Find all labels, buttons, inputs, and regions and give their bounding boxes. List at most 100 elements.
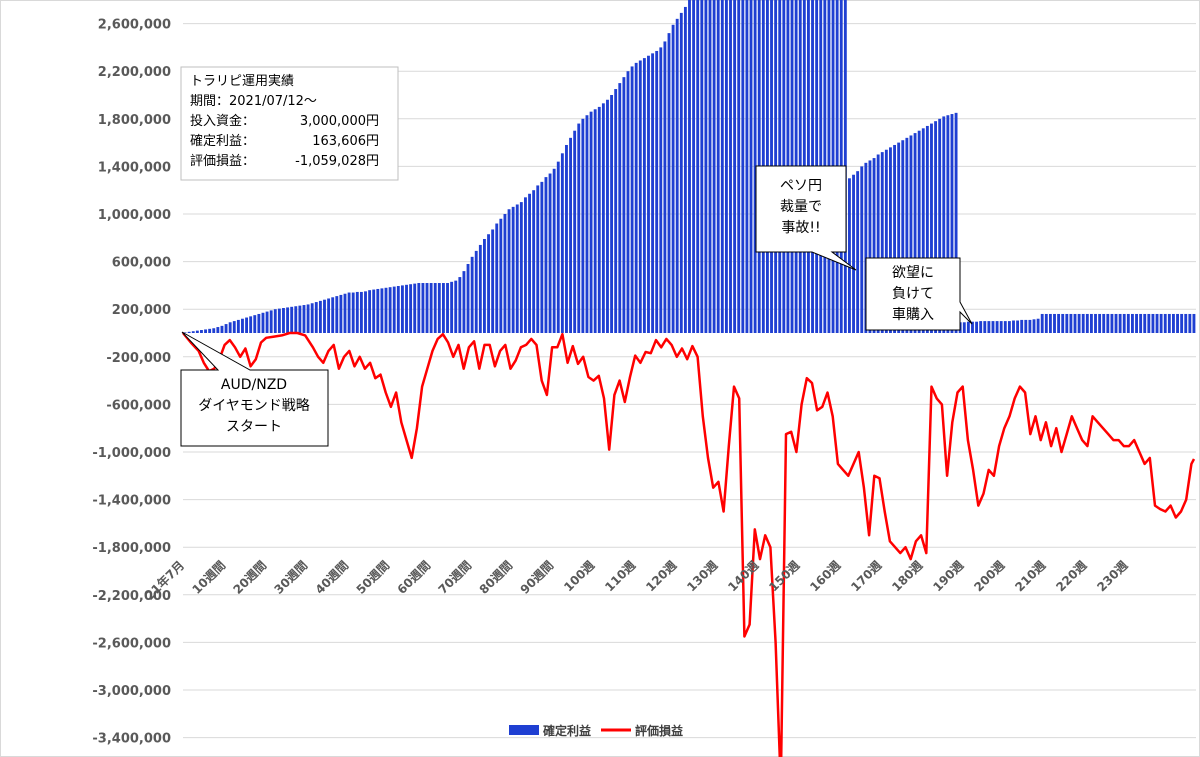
bar [991,321,995,333]
bar [585,115,589,333]
bar [331,297,335,333]
bar [560,153,564,333]
bar [1188,313,1192,333]
bar [630,66,634,333]
bar [384,287,388,333]
bar [532,190,536,333]
bar [314,302,318,333]
legend-bar-label: 確定利益 [543,723,591,738]
info-box-title: トラリピ運用実績 [190,73,294,89]
bar [507,209,511,333]
bar [1040,313,1044,333]
bar [1102,313,1106,333]
bar [253,315,257,333]
bar [1020,319,1024,333]
bar [962,322,966,333]
callout-car-shape [865,257,973,331]
x-axis-tick-labels: 21年7月 10週間 20週間 30週間 40週間 50週間 60週間 70週間 80週間 90週… [142,558,1131,603]
bar [1016,320,1020,333]
line-series [182,331,1196,757]
bar [1151,313,1155,333]
bar [921,128,925,333]
bar [359,291,363,333]
bar [954,112,958,333]
bar [1081,313,1085,333]
bar [659,47,663,334]
bar [880,152,884,333]
bar [421,283,425,333]
bar [708,0,712,333]
bar [1143,313,1147,333]
bar [380,288,384,334]
bar [310,303,314,333]
bar [860,166,864,333]
bar [441,283,445,333]
bar [277,308,281,333]
bar [232,321,236,333]
bar [1089,313,1093,333]
bar [1053,313,1056,333]
bar [647,55,650,333]
bar [204,329,207,333]
bar [634,62,638,334]
y-tick-label: -2,200,000 [92,589,171,604]
bar [396,286,400,333]
callout-start-line2: ダイヤモンド戦略 [198,398,310,414]
bar [351,292,355,333]
bar [864,162,868,333]
callout-start-line1: AUD/NZD [221,377,287,393]
bar [1118,313,1122,333]
bar [601,103,605,333]
bar [417,283,421,333]
bar [405,284,408,333]
bar [1032,319,1036,333]
callout-peso-line2: 裁量で [780,199,822,215]
bar [901,140,905,333]
bar [478,244,482,333]
info-box-capital-value: 3,000,000円 [300,114,379,129]
bar [983,321,987,333]
bar [688,0,691,334]
bar [483,238,486,333]
bar [212,328,216,333]
bar [909,135,913,333]
bar [979,321,983,333]
bar [306,304,310,333]
bar [1085,313,1089,333]
bar [388,287,392,333]
bar [413,283,417,333]
bar [1003,321,1007,333]
bar [187,331,191,333]
bar [995,321,999,333]
y-tick-label: -200,000 [106,351,171,366]
x-tick-label: 110週 [601,558,638,595]
bar [429,283,433,333]
bar [515,204,519,333]
bar [852,174,855,333]
bar [536,185,540,333]
callout-peso-shape [755,165,857,271]
bar [1098,313,1102,333]
bar [503,214,507,333]
x-tick-label: 190週 [930,558,967,595]
bar [1184,313,1188,333]
bar [1057,313,1061,333]
bar [897,142,901,333]
y-tick-label: 1,400,000 [98,160,171,175]
bar [528,193,531,333]
bar [610,95,614,333]
bar [1176,313,1179,333]
x-tick-label: 180週 [889,558,926,595]
bar [224,324,228,333]
bar [433,283,437,333]
bar [716,0,720,334]
unrealized-line [182,331,1196,757]
bar [437,283,441,333]
bar [290,306,294,333]
bar [593,109,597,333]
bar [1024,319,1028,333]
bar [269,310,273,333]
bar [1028,319,1032,333]
callout-car-line1: 欲望に [892,265,934,281]
